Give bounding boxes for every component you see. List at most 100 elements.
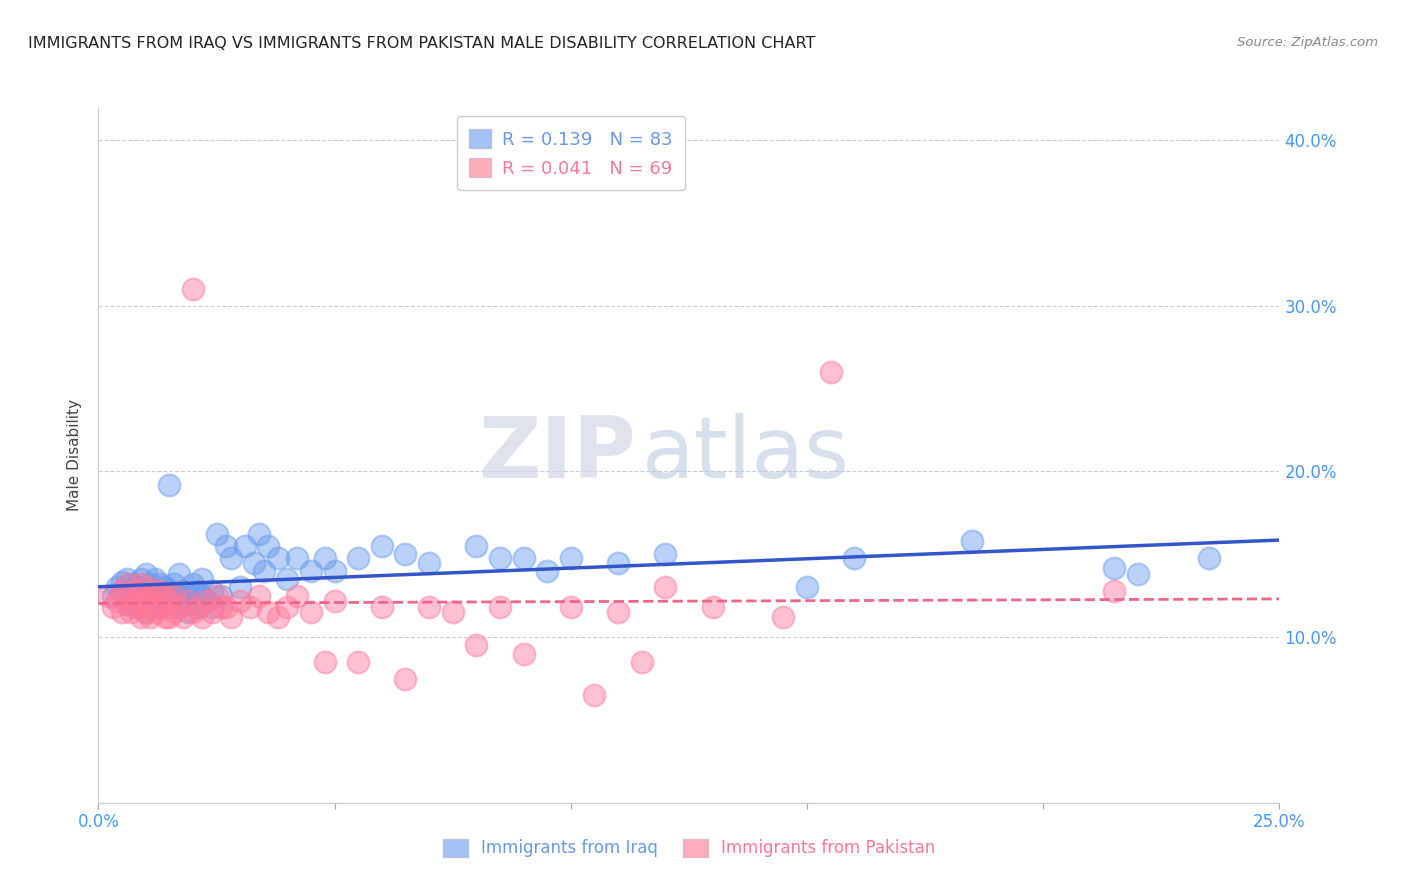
Point xyxy=(172,597,194,611)
Point xyxy=(465,639,488,653)
Point xyxy=(607,605,630,619)
Point xyxy=(135,593,157,607)
Point xyxy=(129,610,152,624)
Point xyxy=(844,550,866,565)
Point xyxy=(172,583,194,598)
Point xyxy=(1198,550,1220,565)
Point xyxy=(177,605,200,619)
Point xyxy=(465,539,488,553)
Point xyxy=(135,605,157,619)
Point xyxy=(267,550,290,565)
Point xyxy=(139,600,162,615)
Point xyxy=(157,477,180,491)
Point xyxy=(143,583,166,598)
Point xyxy=(560,600,582,615)
Point xyxy=(285,589,308,603)
Point xyxy=(371,600,394,615)
Point xyxy=(299,605,322,619)
Point xyxy=(347,655,370,669)
Point xyxy=(195,593,218,607)
Point xyxy=(105,581,128,595)
Point xyxy=(187,600,209,615)
Point xyxy=(139,577,162,591)
Point xyxy=(820,365,842,379)
Text: ZIP: ZIP xyxy=(478,413,636,497)
Point xyxy=(209,600,232,615)
Point xyxy=(257,539,280,553)
Point xyxy=(195,593,218,607)
Point xyxy=(121,593,143,607)
Point xyxy=(181,282,204,296)
Point xyxy=(115,597,138,611)
Point xyxy=(167,567,190,582)
Point xyxy=(111,583,134,598)
Point xyxy=(630,655,652,669)
Point xyxy=(796,581,818,595)
Point xyxy=(149,589,172,603)
Point xyxy=(191,589,214,603)
Point xyxy=(209,589,232,603)
Point xyxy=(489,550,512,565)
Point xyxy=(654,581,676,595)
Point xyxy=(418,556,440,570)
Point xyxy=(135,581,157,595)
Legend: Immigrants from Iraq, Immigrants from Pakistan: Immigrants from Iraq, Immigrants from Pa… xyxy=(436,832,942,864)
Point xyxy=(135,583,157,598)
Point xyxy=(135,593,157,607)
Point xyxy=(111,575,134,590)
Point xyxy=(229,593,252,607)
Point xyxy=(1126,567,1149,582)
Point xyxy=(654,547,676,561)
Point xyxy=(323,564,346,578)
Point xyxy=(149,600,172,615)
Point xyxy=(121,589,143,603)
Point xyxy=(299,564,322,578)
Point xyxy=(163,605,186,619)
Point xyxy=(153,610,176,624)
Point xyxy=(418,600,440,615)
Point xyxy=(139,589,162,603)
Point xyxy=(149,583,172,598)
Point xyxy=(215,539,238,553)
Point xyxy=(314,655,336,669)
Point xyxy=(772,610,794,624)
Point xyxy=(125,583,148,598)
Point xyxy=(143,583,166,598)
Text: IMMIGRANTS FROM IRAQ VS IMMIGRANTS FROM PAKISTAN MALE DISABILITY CORRELATION CHA: IMMIGRANTS FROM IRAQ VS IMMIGRANTS FROM … xyxy=(28,36,815,51)
Point xyxy=(583,688,606,702)
Point xyxy=(129,577,152,591)
Point xyxy=(139,610,162,624)
Point xyxy=(143,597,166,611)
Point xyxy=(115,572,138,586)
Point xyxy=(157,610,180,624)
Point xyxy=(129,572,152,586)
Point xyxy=(101,600,124,615)
Text: Source: ZipAtlas.com: Source: ZipAtlas.com xyxy=(1237,36,1378,49)
Point xyxy=(276,572,298,586)
Point xyxy=(149,600,172,615)
Point xyxy=(276,600,298,615)
Point xyxy=(201,600,224,615)
Point xyxy=(205,527,228,541)
Point xyxy=(163,577,186,591)
Point xyxy=(163,593,186,607)
Point xyxy=(201,583,224,598)
Point xyxy=(172,610,194,624)
Point xyxy=(219,550,242,565)
Point xyxy=(115,597,138,611)
Point xyxy=(205,589,228,603)
Point xyxy=(157,583,180,598)
Point xyxy=(191,572,214,586)
Point xyxy=(111,605,134,619)
Point xyxy=(607,556,630,570)
Point xyxy=(135,605,157,619)
Point xyxy=(143,572,166,586)
Text: atlas: atlas xyxy=(641,413,849,497)
Point xyxy=(702,600,724,615)
Point xyxy=(441,605,464,619)
Point xyxy=(129,583,152,598)
Point xyxy=(177,593,200,607)
Point xyxy=(97,589,120,603)
Point xyxy=(187,583,209,598)
Point xyxy=(157,600,180,615)
